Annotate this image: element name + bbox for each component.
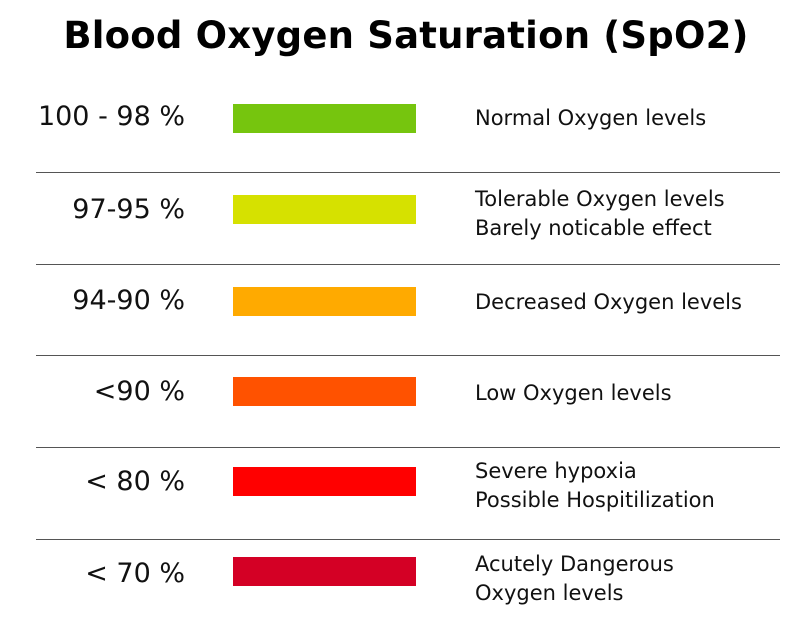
row-divider [36,539,780,540]
description-line: Decreased Oxygen levels [475,290,742,314]
row-divider [36,264,780,265]
range-label: < 80 % [85,466,185,497]
description-line: Severe hypoxia [475,459,637,483]
row-divider [36,447,780,448]
range-label: 94-90 % [72,285,185,316]
description-line: Tolerable Oxygen levels [475,187,725,211]
level-description: Acutely Dangerous Oxygen levels [475,550,674,608]
level-description: Severe hypoxia Possible Hospitilization [475,457,715,515]
description-line: Barely noticable effect [475,216,712,240]
description-line: Acutely Dangerous [475,552,674,576]
row-divider [36,355,780,356]
level-description: Low Oxygen levels [475,379,672,408]
page-title: Blood Oxygen Saturation (SpO2) [63,14,749,57]
description-line: Oxygen levels [475,581,624,605]
description-line: Normal Oxygen levels [475,106,707,130]
color-swatch [233,104,416,133]
color-swatch [233,377,416,406]
level-description: Normal Oxygen levels [475,104,706,133]
description-line: Low Oxygen levels [475,381,672,405]
range-label: <90 % [93,376,185,407]
level-description: Decreased Oxygen levels [475,288,742,317]
color-swatch [233,287,416,316]
color-swatch [233,195,416,224]
color-swatch [233,467,416,496]
range-label: < 70 % [85,558,185,589]
range-label: 100 - 98 % [37,101,185,132]
color-swatch [233,557,416,586]
description-line: Possible Hospitilization [475,488,715,512]
range-label: 97-95 % [72,194,185,225]
row-divider [36,172,780,173]
level-description: Tolerable Oxygen levels Barely noticable… [475,185,725,243]
